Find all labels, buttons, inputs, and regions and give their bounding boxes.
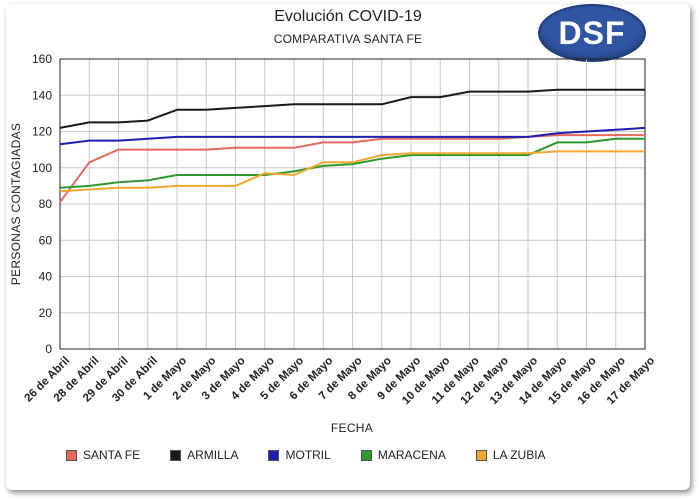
series-line-motril (59, 126, 646, 146)
series-line-la-zubia (59, 150, 645, 193)
y-tick-label: 140 (32, 88, 52, 102)
legend-item: ARMILLA (170, 448, 238, 462)
legend-label: MOTRIL (285, 448, 331, 462)
chart-subtitle: COMPARATIVA SANTA FE (273, 32, 423, 46)
chart-title: Evolución COVID-19 (274, 8, 422, 25)
chart-frame (6, 4, 690, 490)
legend-label: LA ZUBIA (492, 448, 546, 462)
series-line-santa-fe (59, 134, 645, 203)
legend-label: ARMILLA (187, 448, 239, 462)
y-tick-labels: 0 20 40 60 80 100 120 140 160 (32, 52, 52, 356)
legend-item: MOTRIL (268, 448, 331, 462)
y-tick-label: 20 (39, 306, 53, 320)
y-tick-label: 40 (39, 270, 53, 284)
y-axis-label: PERSONAS CONTAGIADAS (9, 123, 23, 285)
series-line-maracena (59, 137, 645, 189)
y-tick-label: 0 (45, 342, 52, 356)
dsf-logo: DSF (538, 4, 646, 62)
plot-area-border (59, 58, 646, 350)
y-tick-label: 80 (39, 197, 53, 211)
series-lines (59, 88, 646, 203)
legend-swatch (475, 449, 487, 461)
y-tick-label: 60 (39, 233, 53, 247)
y-tick-label: 120 (32, 125, 52, 139)
y-tick-label: 160 (32, 52, 52, 66)
legend-swatch (66, 449, 77, 461)
legend-label: SANTA FE (83, 448, 141, 462)
legend-swatch (268, 449, 280, 461)
legend-item: MARACENA (360, 448, 446, 462)
grid-lines (59, 58, 646, 350)
legend-label: MARACENA (377, 448, 446, 462)
series-line-armilla (59, 88, 645, 129)
legend: SANTA FE ARMILLA MOTRIL MARACENA LA ZUBIA (66, 446, 576, 464)
x-axis-label: FECHA (331, 421, 373, 435)
legend-swatch (170, 449, 182, 461)
legend-item: SANTA FE (66, 448, 140, 462)
legend-item: LA ZUBIA (475, 448, 546, 462)
y-tick-label: 100 (32, 161, 52, 175)
legend-swatch (360, 449, 372, 461)
logo-text: DSF (558, 14, 626, 51)
